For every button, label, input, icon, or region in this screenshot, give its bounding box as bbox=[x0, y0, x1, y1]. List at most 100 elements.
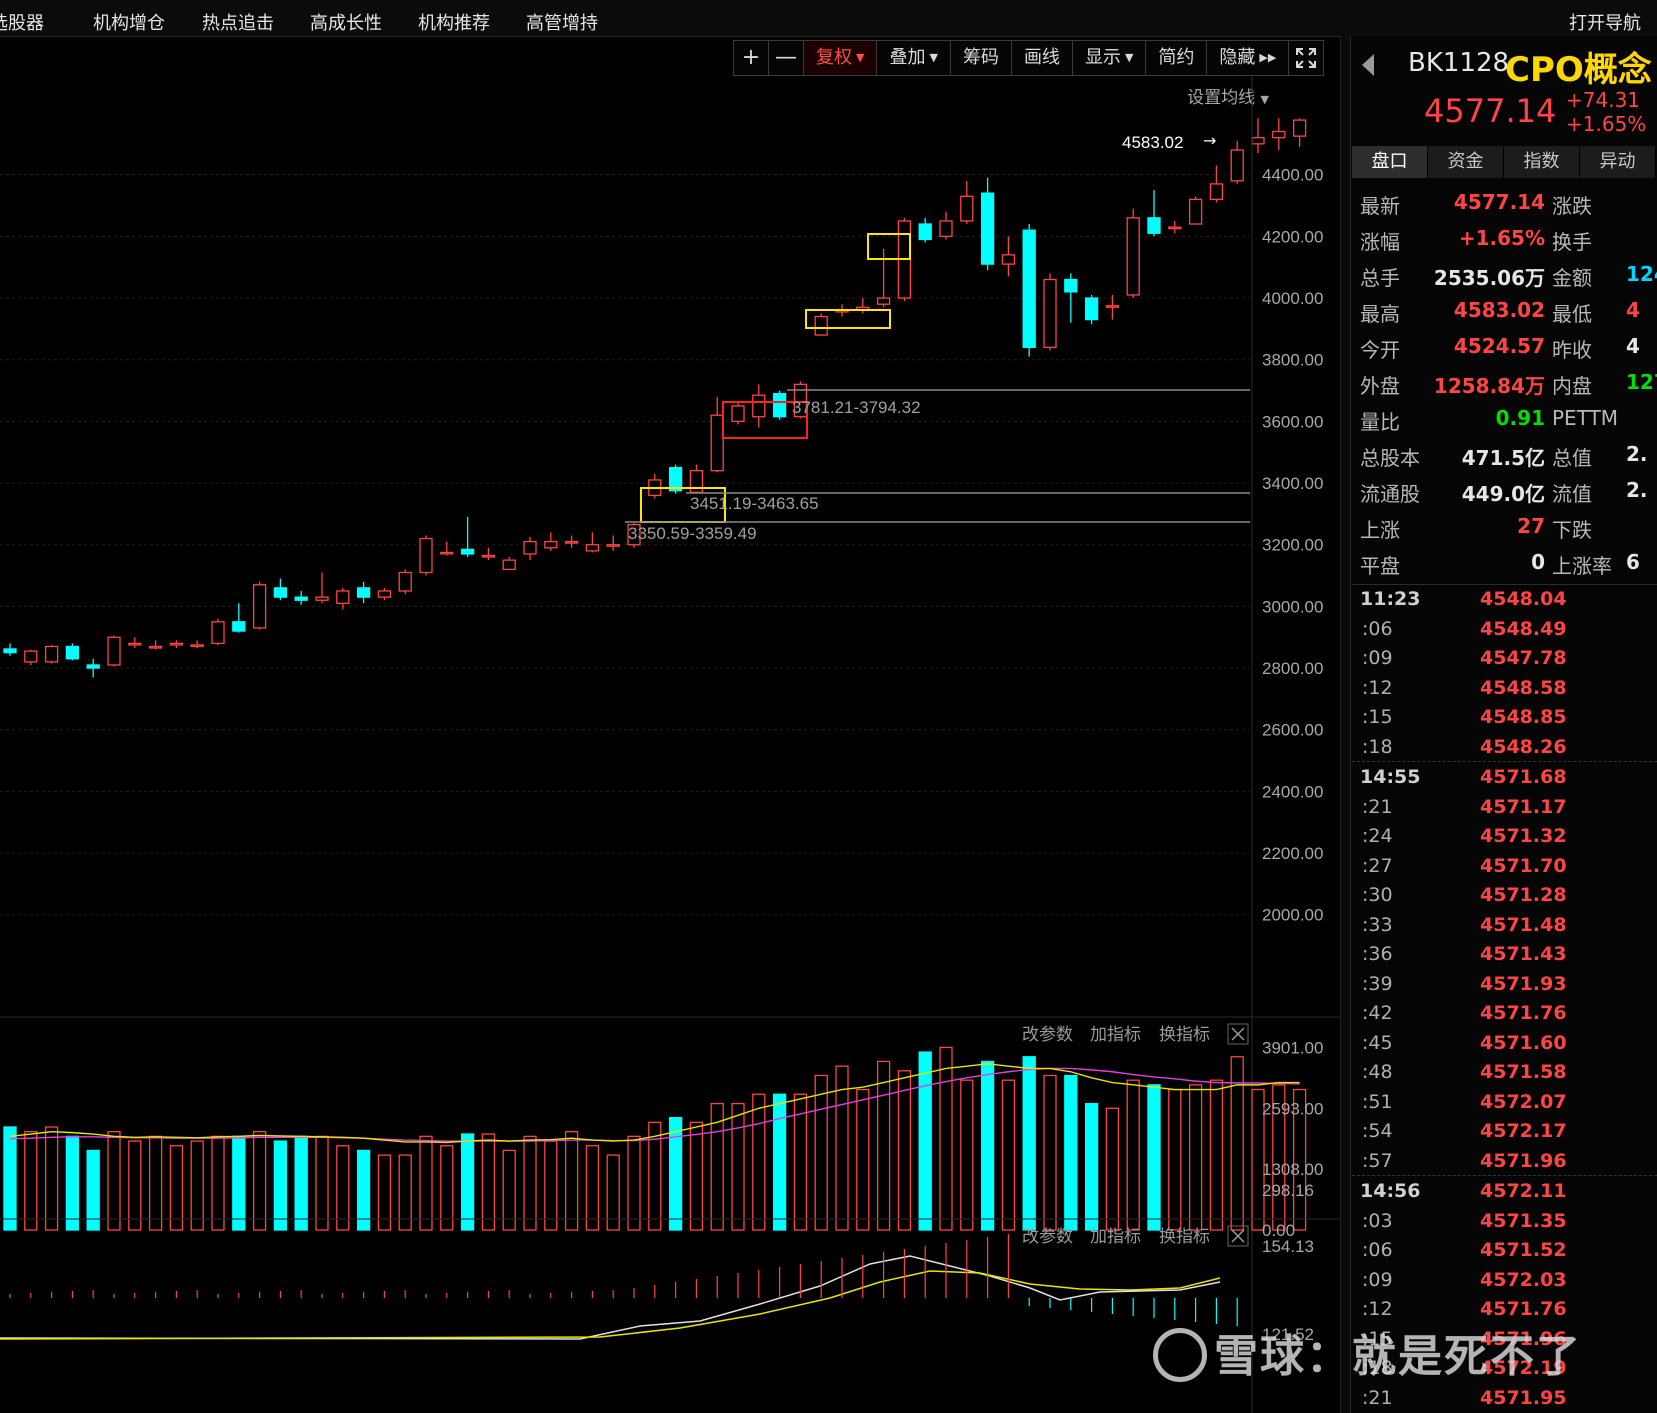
quote-value: 2. bbox=[1626, 478, 1648, 502]
indicator-panel-buttons: 改参数 加指标 换指标 bbox=[1022, 1225, 1249, 1247]
nav-item-stock-picker[interactable]: 选股器 bbox=[0, 13, 44, 34]
tick-price: 4572.11 bbox=[1480, 1180, 1567, 1202]
quote-value: 2535.06万 bbox=[1433, 266, 1545, 290]
candle-body bbox=[668, 466, 683, 492]
chips-button[interactable]: 筹码 bbox=[951, 41, 1012, 75]
volume-bar bbox=[1001, 1079, 1016, 1231]
tab-index[interactable]: 指数 bbox=[1504, 146, 1580, 178]
volume-bar bbox=[232, 1135, 246, 1231]
volume-bar bbox=[876, 1060, 891, 1231]
tick-time: :15 bbox=[1362, 706, 1393, 728]
candle-body bbox=[481, 554, 496, 558]
volume-bar bbox=[668, 1116, 683, 1231]
zoom-out-button[interactable]: — bbox=[769, 41, 804, 75]
volume-bar bbox=[252, 1131, 267, 1231]
volume-bar bbox=[356, 1149, 371, 1231]
top-nav: 选股器 机构增仓 热点追击 高成长性 机构推荐 高管增持 打开导航 bbox=[0, 0, 1657, 37]
ma-settings-dropdown[interactable]: 设置均线 ▼ bbox=[1187, 83, 1269, 108]
nav-item-high-growth[interactable]: 高成长性 bbox=[310, 13, 382, 34]
nav-item-institution-increase[interactable]: 机构增仓 bbox=[93, 13, 165, 34]
kline-chart[interactable]: 4583.02 → 3781.21-3794.32 3451.19-3463.6… bbox=[0, 76, 1340, 1413]
tab-funds[interactable]: 资金 bbox=[1428, 146, 1504, 178]
tick-row: 14:56 4572.11 bbox=[1352, 1175, 1657, 1206]
volume-bar bbox=[1043, 1074, 1057, 1231]
tick-row: :18 4572.19 bbox=[1352, 1353, 1657, 1383]
candle-body bbox=[814, 315, 828, 336]
volume-bar bbox=[169, 1145, 184, 1231]
zoom-in-button[interactable]: + bbox=[734, 41, 769, 75]
draw-line-button[interactable]: 画线 bbox=[1012, 41, 1073, 75]
switch-indicator-button[interactable]: 换指标 bbox=[1159, 1025, 1210, 1044]
tick-row: :39 4571.93 bbox=[1352, 969, 1657, 999]
back-arrow-icon[interactable] bbox=[1362, 54, 1374, 76]
volume-tick-label: 1308.00 bbox=[1262, 1160, 1323, 1179]
close-icon[interactable] bbox=[1227, 1023, 1249, 1045]
candle-body bbox=[294, 596, 308, 601]
volume-bar bbox=[1105, 1107, 1120, 1231]
nav-item-institution-recommend[interactable]: 机构推荐 bbox=[418, 13, 490, 34]
display-dropdown[interactable]: 显示 ▼ bbox=[1073, 41, 1147, 75]
add-indicator-button[interactable]: 加指标 bbox=[1090, 1227, 1141, 1246]
quote-row: 最高 4583.02 最低 4 bbox=[1352, 292, 1657, 328]
quote-row: 总股本 471.5亿 总值 2. bbox=[1352, 436, 1657, 472]
candle-body bbox=[398, 571, 412, 592]
candle-body bbox=[627, 524, 641, 546]
quote-label: 上涨 bbox=[1360, 518, 1400, 542]
add-indicator-button[interactable]: 加指标 bbox=[1090, 1025, 1141, 1044]
volume-bar bbox=[440, 1145, 454, 1231]
tick-row: :36 4571.43 bbox=[1352, 939, 1657, 969]
volume-bars bbox=[3, 1046, 1307, 1231]
candle-body bbox=[793, 383, 808, 418]
change-params-button[interactable]: 改参数 bbox=[1022, 1227, 1073, 1246]
quote-value: 4 bbox=[1626, 334, 1640, 358]
volume-bar bbox=[148, 1135, 163, 1231]
caret-down-icon: ▼ bbox=[856, 51, 865, 64]
tick-price: 4571.17 bbox=[1480, 795, 1567, 818]
volume-bar bbox=[128, 1140, 142, 1231]
adjust-dropdown[interactable]: 复权 ▼ bbox=[804, 41, 878, 75]
volume-bar bbox=[939, 1046, 953, 1231]
tick-time: :48 bbox=[1362, 1061, 1393, 1083]
volume-bar bbox=[627, 1135, 641, 1231]
candle-body bbox=[1043, 278, 1057, 349]
hide-button[interactable]: 隐藏 ▶▶ bbox=[1207, 41, 1290, 75]
candle-body bbox=[169, 642, 184, 646]
volume-bar bbox=[1209, 1079, 1224, 1231]
candle-body bbox=[86, 664, 100, 669]
quote-label: 下跌 bbox=[1552, 518, 1592, 542]
volume-bar bbox=[710, 1102, 724, 1231]
candle-body bbox=[1168, 226, 1182, 230]
tick-price: 4572.19 bbox=[1480, 1357, 1567, 1379]
volume-ma-line bbox=[9, 1067, 1300, 1142]
switch-indicator-button[interactable]: 换指标 bbox=[1159, 1227, 1210, 1246]
nav-item-exec-increase[interactable]: 高管增持 bbox=[526, 13, 598, 34]
tick-price: 4571.96 bbox=[1480, 1327, 1567, 1350]
volume-bar bbox=[1147, 1084, 1161, 1231]
panel-splitter[interactable] bbox=[1340, 36, 1351, 1413]
overlay-dropdown[interactable]: 叠加 ▼ bbox=[877, 41, 951, 75]
quote-value: 4524.57 bbox=[1453, 334, 1545, 358]
double-arrow-right-icon: ▶▶ bbox=[1259, 51, 1277, 64]
close-icon[interactable] bbox=[1227, 1225, 1249, 1247]
volume-bar bbox=[336, 1145, 350, 1231]
fullscreen-button[interactable] bbox=[1289, 41, 1323, 75]
watermark: 雪球：就是死不了 bbox=[1214, 1331, 1582, 1382]
tick-price: 4572.03 bbox=[1480, 1268, 1567, 1291]
candle-body bbox=[710, 414, 724, 472]
quote-value: 1258.84万 bbox=[1433, 374, 1545, 398]
open-navigation-link[interactable]: 打开导航 bbox=[1569, 13, 1641, 34]
tick-row: :57 4571.96 bbox=[1352, 1146, 1657, 1176]
adjust-label: 复权 bbox=[816, 47, 852, 68]
quote-value: 0.91 bbox=[1495, 406, 1545, 430]
change-params-button[interactable]: 改参数 bbox=[1022, 1025, 1073, 1044]
quote-label: 流值 bbox=[1552, 482, 1592, 506]
quote-row: 总手 2535.06万 金额 124 bbox=[1352, 256, 1657, 292]
tick-time: 14:55 bbox=[1360, 766, 1421, 788]
tab-movement[interactable]: 异动 bbox=[1580, 146, 1656, 178]
tab-order-book[interactable]: 盘口 bbox=[1352, 146, 1428, 178]
quote-value: 4 bbox=[1626, 298, 1640, 322]
simple-button[interactable]: 简约 bbox=[1146, 41, 1208, 75]
nav-item-hot-track[interactable]: 热点追击 bbox=[202, 13, 274, 34]
tick-time: :54 bbox=[1362, 1120, 1393, 1142]
chart-annotations: 4583.02 → 3781.21-3794.32 3451.19-3463.6… bbox=[625, 131, 1250, 543]
